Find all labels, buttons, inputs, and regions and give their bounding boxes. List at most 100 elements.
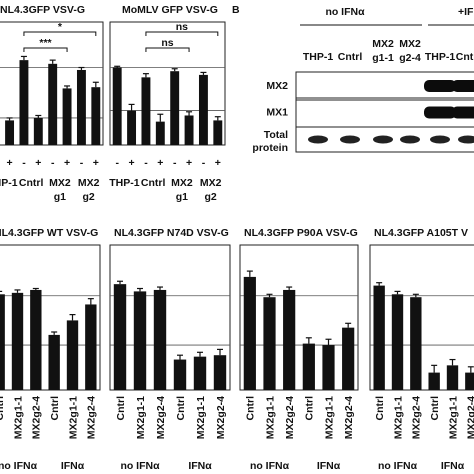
x-tick-label: MX2g2-4 bbox=[343, 396, 355, 439]
lane-label: Cntrl bbox=[456, 51, 474, 63]
x-tick-label: + bbox=[186, 157, 192, 169]
lane-label: g2-4 bbox=[399, 52, 421, 64]
x-tick-label: MX2g1-1 bbox=[264, 396, 276, 439]
significance-label: * bbox=[58, 21, 63, 33]
plot-frame bbox=[239, 244, 359, 391]
blot-band bbox=[458, 135, 474, 144]
x-tick-label: Cntrl bbox=[374, 396, 386, 421]
blot-band bbox=[424, 106, 456, 119]
x-tick-label: MX2g1-1 bbox=[67, 396, 79, 439]
bar bbox=[342, 327, 355, 390]
bar bbox=[19, 60, 29, 145]
bar bbox=[173, 359, 187, 390]
bar bbox=[155, 121, 165, 145]
x-tick-label: MX2g1-1 bbox=[447, 396, 459, 439]
lane-label: MX2 bbox=[399, 38, 421, 50]
panel-letter: B bbox=[232, 4, 240, 16]
group-label: MX2 bbox=[200, 177, 222, 189]
x-tick-label: - bbox=[202, 157, 206, 169]
x-tick-label: + bbox=[35, 157, 41, 169]
group-label: g2 bbox=[204, 191, 216, 203]
significance-bracket bbox=[145, 31, 219, 36]
bar bbox=[33, 117, 43, 145]
row-label: MX1 bbox=[266, 106, 288, 118]
x-tick-label: - bbox=[115, 157, 119, 169]
bar bbox=[213, 120, 223, 145]
blot-frame bbox=[295, 126, 474, 153]
plot-frame bbox=[369, 244, 474, 391]
x-tick-label: Cntrl bbox=[0, 396, 6, 421]
bar bbox=[30, 289, 42, 390]
plot-frame bbox=[109, 21, 226, 146]
significance-label: ns bbox=[176, 21, 188, 33]
group-label: Cntrl bbox=[141, 177, 166, 189]
group-label: no IFNα bbox=[120, 460, 160, 472]
group-label: g2 bbox=[82, 191, 94, 203]
x-tick-label: MX2g2-4 bbox=[284, 396, 296, 439]
significance-label: ns bbox=[161, 37, 173, 49]
x-tick-label: Cntrl bbox=[245, 396, 257, 421]
plot-frame bbox=[0, 244, 101, 391]
bar bbox=[11, 292, 24, 390]
condition-label: no IFNα bbox=[325, 6, 365, 18]
x-tick-label: Cntrl bbox=[175, 396, 187, 421]
bar bbox=[391, 294, 404, 390]
bar bbox=[243, 276, 256, 390]
panel-title: NL4.3GFP N74D VSV-G bbox=[114, 227, 229, 239]
blot-band bbox=[373, 135, 393, 144]
x-tick-label: + bbox=[6, 157, 12, 169]
x-tick-label: MX2g1-1 bbox=[12, 396, 24, 439]
x-tick-label: MX2g1-1 bbox=[323, 396, 335, 439]
x-tick-label: + bbox=[128, 157, 134, 169]
bar bbox=[48, 63, 58, 145]
lane-label: g1-1 bbox=[372, 52, 394, 64]
x-tick-label: MX2g1-1 bbox=[392, 396, 404, 439]
bar bbox=[302, 343, 315, 390]
bar bbox=[263, 297, 276, 390]
x-tick-label: + bbox=[215, 157, 221, 169]
x-tick-label: Cntrl bbox=[304, 396, 316, 421]
blot-band bbox=[430, 135, 450, 144]
blot-band bbox=[452, 80, 474, 92]
panel-title: NL4.3GFP A105T V bbox=[374, 227, 468, 239]
blot-band bbox=[308, 135, 328, 144]
blot-frame bbox=[295, 71, 474, 101]
group-label: IFNα bbox=[61, 460, 85, 472]
x-tick-label: MX2g2-4 bbox=[155, 396, 167, 439]
group-label: MX2 bbox=[78, 177, 100, 189]
panel-title: NL4.3GFP VSV-G bbox=[0, 4, 85, 16]
group-label: MX2 bbox=[49, 177, 71, 189]
group-label: IFNα bbox=[441, 460, 465, 472]
group-label: g1 bbox=[176, 191, 188, 203]
blot-band bbox=[400, 135, 420, 144]
bar bbox=[112, 67, 122, 145]
group-label: THP-1 bbox=[0, 177, 18, 189]
panel-title: MoMLV GFP VSV-G bbox=[122, 4, 218, 16]
group-label: no IFNα bbox=[0, 460, 38, 472]
group-label: IFNα bbox=[317, 460, 341, 472]
blot-band bbox=[340, 135, 360, 144]
bar bbox=[170, 71, 180, 145]
bar bbox=[193, 356, 207, 390]
significance-bracket bbox=[23, 31, 97, 36]
panel-title: NL4.3GFP P90A VSV-G bbox=[244, 227, 358, 239]
x-tick-label: Cntrl bbox=[429, 396, 441, 421]
x-tick-label: MX2g2-4 bbox=[466, 396, 474, 439]
group-label: g1 bbox=[54, 191, 66, 203]
row-label: MX2 bbox=[266, 80, 288, 92]
bar bbox=[85, 304, 97, 390]
x-tick-label: MX2g1-1 bbox=[195, 396, 207, 439]
lane-label: MX2 bbox=[372, 38, 394, 50]
bar bbox=[153, 289, 167, 390]
bar bbox=[76, 69, 86, 145]
bar bbox=[322, 345, 335, 390]
bar bbox=[198, 74, 208, 145]
x-tick-label: Cntrl bbox=[115, 396, 127, 421]
bar bbox=[373, 285, 385, 390]
group-label: no IFNα bbox=[378, 460, 418, 472]
plot-frame bbox=[0, 21, 104, 146]
bar bbox=[184, 115, 194, 145]
row-label: Total bbox=[264, 129, 288, 141]
